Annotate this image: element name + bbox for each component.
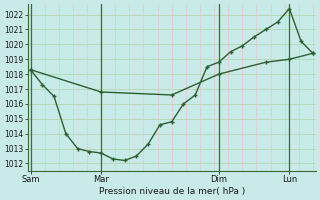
X-axis label: Pression niveau de la mer( hPa ): Pression niveau de la mer( hPa ) bbox=[99, 187, 245, 196]
